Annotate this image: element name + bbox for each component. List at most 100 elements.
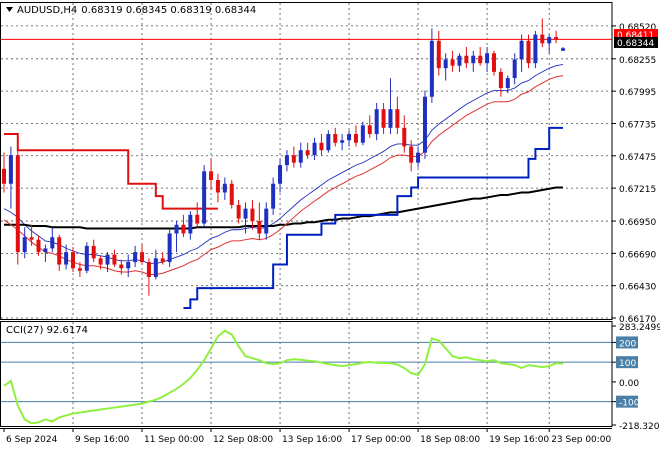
bid-price-label: 0.68411	[617, 31, 654, 41]
candle-body	[126, 262, 131, 269]
candle	[105, 252, 110, 273]
candle	[429, 28, 434, 103]
candle-body	[340, 140, 345, 143]
candle	[291, 146, 296, 168]
candle-body	[91, 245, 96, 259]
candle-body	[8, 155, 13, 184]
sma-line	[4, 186, 563, 230]
candle-body	[436, 40, 441, 69]
candle-body	[264, 208, 269, 234]
candle-body	[209, 171, 214, 181]
time-tick-label: 11 Sep 00:00	[144, 435, 204, 445]
price-tick-label: 0.66950	[619, 218, 656, 228]
candle-body	[443, 59, 448, 69]
candle	[436, 30, 441, 76]
trailing-stop-line	[183, 126, 563, 310]
candle	[119, 259, 124, 275]
time-tick-label: 13 Sep 16:00	[282, 435, 342, 445]
price-tick-label: 0.68520	[619, 23, 656, 33]
candle	[388, 78, 393, 135]
candle-body	[416, 152, 421, 163]
main-frame	[0, 2, 613, 320]
envelope-lower-line	[3, 75, 564, 275]
candle	[381, 102, 386, 135]
candle	[174, 221, 179, 253]
candle-body	[498, 71, 503, 89]
candle	[512, 53, 517, 85]
candle	[188, 211, 193, 240]
time-tick-label: 9 Sep 16:00	[75, 435, 130, 445]
cci-tick-label: -218.3203	[619, 422, 660, 432]
candle	[153, 249, 158, 280]
candle-body	[195, 214, 200, 224]
candle	[409, 140, 414, 172]
candle-body	[374, 109, 379, 135]
candle-body	[57, 237, 62, 265]
cci-tick-label: 100	[619, 359, 636, 369]
candle-body	[77, 268, 82, 271]
candle-body	[326, 134, 331, 151]
candle-body	[43, 248, 48, 253]
candle	[64, 244, 69, 270]
candle	[305, 142, 310, 159]
candle-body	[15, 155, 20, 253]
candle	[209, 158, 214, 190]
candle	[333, 127, 338, 147]
candle-body	[146, 262, 151, 277]
candle-body	[519, 40, 524, 60]
candle-body	[188, 214, 193, 234]
cci-level-box	[616, 336, 638, 349]
last-price-label: 0.68344	[617, 39, 654, 49]
candle-body	[36, 239, 41, 253]
candle-body	[181, 224, 186, 234]
candle	[498, 68, 503, 97]
candle-body	[153, 258, 158, 277]
time-tick-label: 18 Sep 08:00	[420, 435, 480, 445]
candle	[57, 234, 62, 271]
candle-body	[547, 37, 552, 44]
candle-body	[160, 258, 165, 263]
candle	[133, 245, 138, 268]
candle-body	[312, 142, 317, 156]
candle-body	[105, 254, 110, 265]
candle	[416, 146, 421, 168]
candle	[22, 227, 27, 259]
candle-body	[133, 252, 138, 263]
candle	[222, 177, 227, 200]
candle-body	[422, 96, 427, 153]
candle-body	[457, 55, 462, 66]
candle	[236, 199, 241, 224]
candle	[450, 50, 455, 72]
candle	[395, 96, 400, 135]
candle-body	[450, 59, 455, 66]
candle-body	[71, 252, 76, 269]
candle-body	[402, 127, 407, 147]
candle	[271, 177, 276, 215]
candle	[443, 53, 448, 81]
candle-body	[202, 171, 207, 224]
candle	[257, 202, 262, 240]
candle	[464, 47, 469, 69]
axis-labels: 0.68520 0.68255 0.67995 0.67735 0.67475 0.672…	[6, 23, 660, 445]
cci-tick-label: 200	[619, 339, 636, 349]
time-tick-label: 12 Sep 08:00	[213, 435, 273, 445]
price-tick-label: 0.68255	[619, 56, 656, 66]
candle	[561, 47, 565, 51]
price-tick-label: 0.67215	[619, 185, 656, 195]
candle	[402, 115, 407, 153]
candle-body	[478, 55, 483, 64]
candle-body	[526, 40, 531, 64]
candle-body	[360, 125, 365, 143]
candle-body	[140, 252, 145, 263]
price-tick-label: 0.67995	[619, 88, 656, 98]
ohlc-values: 0.68319 0.68345 0.68319 0.68344	[81, 5, 256, 16]
axes	[0, 2, 616, 432]
candle-body	[278, 165, 283, 184]
candle-body	[409, 146, 414, 163]
candle-body	[471, 55, 476, 64]
price-tick-label: 0.66430	[619, 283, 656, 293]
triangle-down-icon[interactable]	[6, 7, 13, 12]
